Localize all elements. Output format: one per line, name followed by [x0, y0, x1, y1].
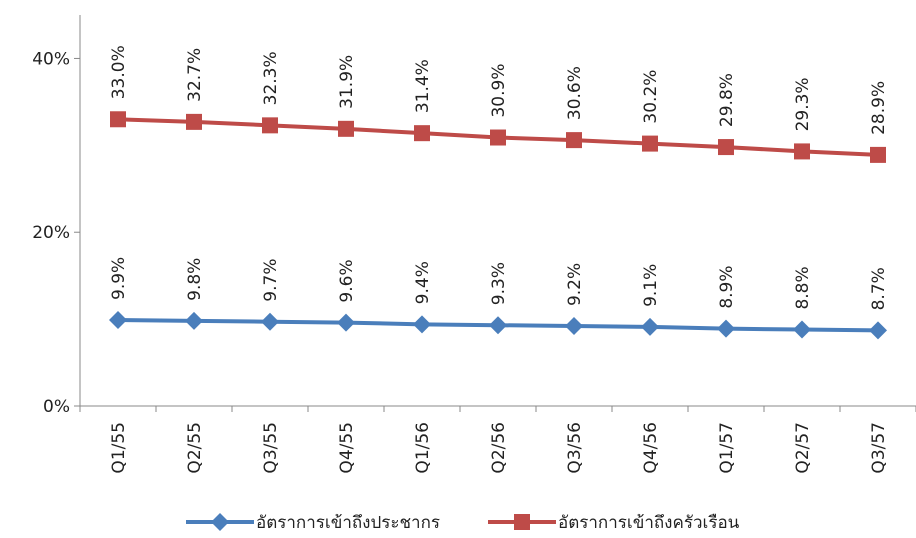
- data-point-diamond: [793, 320, 811, 339]
- data-point-diamond: [109, 310, 127, 329]
- x-tick-label: Q4/55: [337, 422, 357, 474]
- data-label: 8.7%: [869, 267, 889, 310]
- data-point-diamond: [717, 319, 735, 338]
- data-label: 9.7%: [261, 259, 281, 302]
- x-tick-label: Q2/56: [489, 422, 509, 474]
- data-label: 33.0%: [109, 45, 129, 99]
- data-label: 28.9%: [869, 81, 889, 135]
- data-label: 30.2%: [641, 70, 661, 124]
- data-point-square: [490, 129, 506, 146]
- legend-label: อัตราการเข้าถึงประชากร: [256, 513, 440, 533]
- series-1: 9.9% 9.8% 9.7% 9.6% 9.4% 9.3% 9.2% 9.1% 8.9% 8.8%…: [109, 257, 889, 340]
- data-label: 8.9%: [717, 265, 737, 308]
- data-label: 9.9%: [109, 257, 129, 300]
- data-label: 30.6%: [565, 66, 585, 120]
- data-label: 30.9%: [489, 63, 509, 117]
- x-tick-label: Q3/55: [261, 422, 281, 474]
- data-point-diamond: [565, 317, 583, 336]
- data-label: 31.9%: [337, 55, 357, 109]
- data-point-diamond: [337, 313, 355, 332]
- data-label: 9.2%: [565, 263, 585, 306]
- data-label: 8.8%: [793, 266, 813, 309]
- x-tick-label: Q2/55: [185, 422, 205, 474]
- data-point-diamond: [261, 312, 279, 331]
- data-point-square: [870, 146, 886, 163]
- data-label: 9.1%: [641, 264, 661, 307]
- data-point-diamond: [413, 315, 431, 334]
- data-label: 29.8%: [717, 73, 737, 127]
- data-point-square: [794, 143, 810, 160]
- y-tick-label: 0%: [43, 397, 70, 417]
- data-point-square: [718, 139, 734, 156]
- data-point-square: [514, 514, 530, 530]
- data-label: 32.7%: [185, 48, 205, 102]
- data-point-square: [338, 120, 354, 137]
- data-point-square: [110, 111, 126, 128]
- data-point-square: [262, 117, 278, 134]
- x-axis: Q1/55 Q2/55 Q3/55 Q4/55 Q1/56 Q2/56 Q3/56 Q4/56…: [79, 405, 916, 474]
- data-point-diamond: [489, 316, 507, 335]
- x-tick-label: Q1/57: [717, 422, 737, 474]
- y-axis: 0% 20% 40%: [32, 15, 81, 417]
- x-tick-label: Q1/56: [413, 422, 433, 474]
- data-point-diamond: [185, 311, 203, 330]
- x-tick-label: Q2/57: [793, 422, 813, 474]
- data-label: 9.8%: [185, 258, 205, 301]
- data-label: 29.3%: [793, 77, 813, 131]
- y-tick-label: 20%: [32, 223, 70, 243]
- data-label: 9.4%: [413, 261, 433, 304]
- data-point-square: [566, 132, 582, 149]
- x-tick-label: Q3/56: [565, 422, 585, 474]
- x-tick-label: Q4/56: [641, 422, 661, 474]
- series-layer: 9.9% 9.8% 9.7% 9.6% 9.4% 9.3% 9.2% 9.1% 8.9% 8.8%…: [109, 45, 889, 340]
- data-point-diamond: [641, 317, 659, 336]
- legend-item-2: อัตราการเข้าถึงครัวเรือน: [488, 513, 740, 533]
- data-point-square: [186, 113, 202, 130]
- data-point-square: [414, 125, 430, 142]
- data-label: 31.4%: [413, 59, 433, 113]
- data-point-diamond: [869, 321, 887, 340]
- legend-item-1: อัตราการเข้าถึงประชากร: [186, 513, 440, 533]
- legend-label: อัตราการเข้าถึงครัวเรือน: [558, 513, 740, 533]
- x-tick-label: Q3/57: [869, 422, 889, 474]
- data-label: 32.3%: [261, 51, 281, 105]
- x-tick-label: Q1/55: [109, 422, 129, 474]
- y-tick-label: 40%: [32, 49, 70, 69]
- data-point-square: [642, 135, 658, 152]
- data-point-diamond: [211, 513, 229, 531]
- data-label: 9.6%: [337, 259, 357, 302]
- data-label: 9.3%: [489, 262, 509, 305]
- series-2: 33.0% 32.7% 32.3% 31.9% 31.4% 30.9% 30.6% 30.2%…: [109, 45, 889, 163]
- legend: อัตราการเข้าถึงประชากร อัตราการเข้าถึงครั…: [186, 513, 740, 533]
